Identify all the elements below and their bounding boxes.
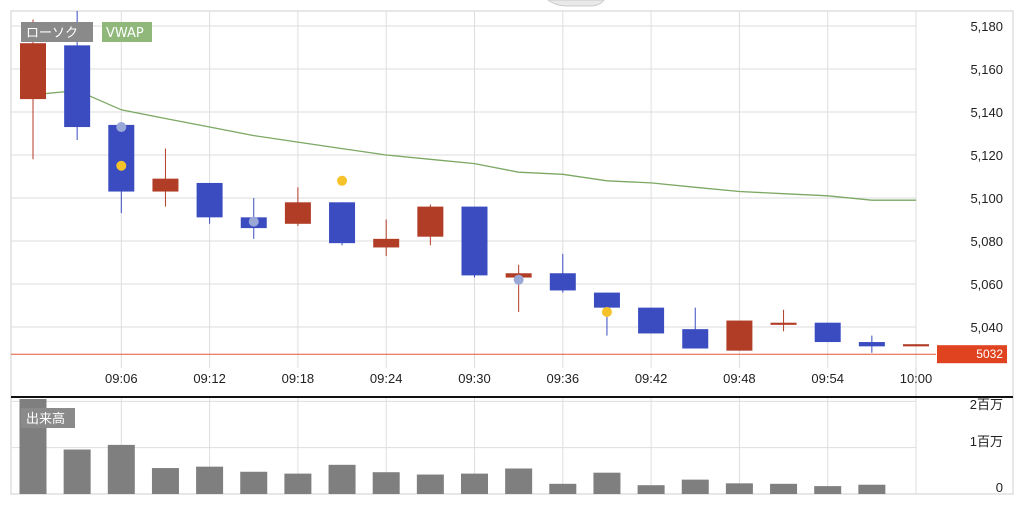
candle (108, 122, 135, 214)
price-tick-label: 5,100 (970, 191, 1003, 206)
candle-body (593, 292, 620, 308)
candle (196, 182, 223, 224)
candle-body (814, 322, 841, 343)
time-tick-label: 09:42 (635, 371, 668, 386)
volume-bar (284, 473, 312, 494)
signal-marker (116, 160, 127, 171)
candle-body (638, 307, 665, 334)
volume-bar (549, 483, 577, 494)
signal-marker (601, 306, 612, 317)
time-tick-label: 09:12 (193, 371, 226, 386)
volume-bar (637, 485, 665, 494)
candle-body (461, 206, 488, 276)
volume-label: 出来高 (26, 411, 65, 427)
volume-bar (681, 479, 709, 494)
candle (64, 10, 91, 140)
price-tick-label: 5,080 (970, 234, 1003, 249)
candle-body (20, 43, 46, 100)
signal-marker (248, 216, 259, 227)
time-tick-label: 09:36 (547, 371, 580, 386)
volume-label-badge (21, 408, 75, 428)
candle-body (682, 329, 709, 349)
price-tick-label: 5,140 (970, 105, 1003, 120)
top-tab (547, 0, 605, 7)
volume-bar (151, 468, 179, 494)
candle-body (329, 202, 356, 244)
volume-bar (328, 464, 356, 494)
legend-candle-label: ローソク (26, 26, 78, 41)
volume-bar (416, 474, 444, 494)
candle-body (373, 238, 400, 248)
candle (417, 204, 444, 246)
candle (329, 202, 356, 246)
volume-tick-label: 0 (996, 480, 1003, 495)
candle (726, 320, 753, 351)
candle (858, 335, 885, 353)
volume-bar (63, 449, 91, 494)
volume-bar (770, 483, 798, 494)
candle-body (284, 202, 311, 224)
volume-bar (240, 471, 268, 494)
time-tick-label: 09:54 (811, 371, 844, 386)
legend-vwap-label: VWAP (106, 26, 144, 41)
volume-bar (461, 473, 488, 494)
vwap-line (32, 89, 916, 201)
current-price-label: 5032 (976, 347, 1003, 361)
candle-body (549, 273, 576, 291)
candle (284, 187, 311, 226)
candle (903, 344, 929, 347)
candle-body (64, 45, 91, 128)
volume-bar (196, 466, 224, 494)
legend-vwap-badge (102, 22, 152, 42)
price-tick-label: 5,180 (970, 19, 1003, 34)
candle (152, 148, 179, 207)
signal-marker (513, 274, 524, 285)
candle (638, 307, 665, 334)
candle (20, 19, 46, 160)
candle (814, 322, 841, 343)
time-tick-label: 09:06 (105, 371, 138, 386)
volume-bar (725, 483, 753, 494)
candle (461, 206, 488, 278)
candle (682, 307, 709, 349)
volume-bar (107, 444, 135, 494)
volume-tick-label: 2百万 (970, 397, 1003, 412)
signal-marker (116, 122, 127, 133)
price-tick-label: 5,060 (970, 277, 1003, 292)
volume-bar (858, 484, 886, 494)
candle-body (417, 206, 444, 237)
price-tick-label: 5,160 (970, 62, 1003, 77)
price-tick-label: 5,120 (970, 148, 1003, 163)
time-tick-label: 09:48 (723, 371, 756, 386)
volume-tick-label: 1百万 (970, 434, 1003, 449)
candle-body (770, 322, 797, 325)
candle-body (108, 124, 135, 192)
candle-body (196, 182, 223, 218)
volume-bar (593, 472, 621, 494)
candle (770, 309, 797, 332)
signal-marker (337, 175, 348, 186)
time-tick-label: 09:24 (370, 371, 403, 386)
candle-body (726, 320, 753, 351)
volume-bar (372, 472, 400, 494)
time-tick-label: 09:30 (458, 371, 491, 386)
volume-bar (505, 468, 533, 494)
candle-body (858, 342, 885, 347)
candle (549, 253, 576, 293)
candle (373, 219, 400, 257)
price-tick-label: 5,040 (970, 320, 1003, 335)
legend-candle-badge (21, 22, 93, 42)
time-tick-label: 09:18 (282, 371, 315, 386)
current-price-badge (937, 345, 1007, 364)
volume-bar (814, 486, 842, 494)
candle-body (903, 344, 929, 347)
time-tick-label: 10:00 (900, 371, 933, 386)
candle-body (152, 178, 179, 192)
